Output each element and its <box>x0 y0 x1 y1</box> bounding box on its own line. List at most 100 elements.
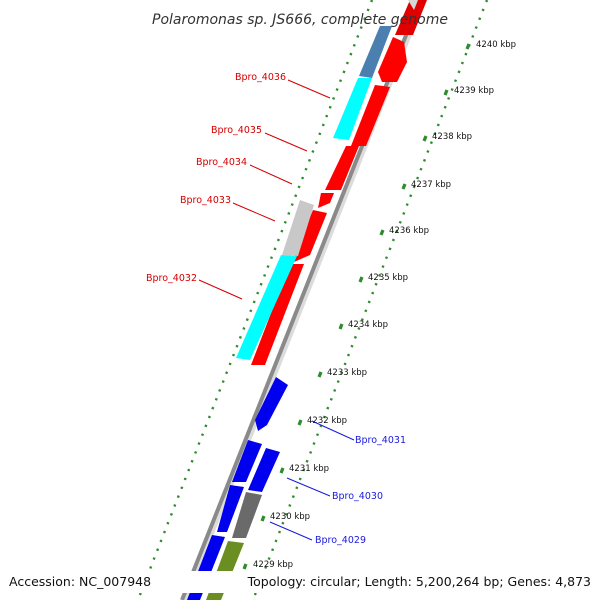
scale-dot <box>294 194 298 198</box>
scale-dot <box>328 105 332 109</box>
kbp-label: 4237 kbp <box>411 180 451 190</box>
scale-dot <box>190 459 194 463</box>
gene-arrow-4035[interactable] <box>378 37 407 82</box>
scale-dot <box>485 0 489 3</box>
scale-dot <box>374 282 378 286</box>
scale-dot <box>388 247 392 251</box>
scale-dot <box>252 300 256 304</box>
gene-arrow-4033a[interactable] <box>325 146 359 190</box>
scale-dot <box>343 362 347 366</box>
scale-dot <box>350 344 354 348</box>
scale-dot <box>381 265 385 269</box>
major-tick <box>338 323 344 330</box>
gene-arrow-4034[interactable] <box>351 85 390 146</box>
scale-dot <box>478 17 482 21</box>
scale-dot <box>419 167 423 171</box>
scale-dot <box>315 433 320 437</box>
gene-label-bpro-4032[interactable]: Bpro_4032 <box>146 273 197 284</box>
scale-dot <box>242 327 246 330</box>
major-tick <box>465 43 471 50</box>
kbp-label: 4234 kbp <box>348 320 388 330</box>
scale-dot <box>416 176 420 180</box>
major-tick <box>297 419 303 426</box>
gene-label-bpro-4029[interactable]: Bpro_4029 <box>315 535 366 546</box>
scale-dot <box>481 8 485 12</box>
gene-arrow-top[interactable] <box>408 0 418 10</box>
scale-dot <box>149 565 153 569</box>
major-tick <box>401 183 407 190</box>
footer-background <box>0 571 600 593</box>
scale-dot <box>273 247 277 251</box>
scale-dot <box>436 123 440 127</box>
scale-dot <box>433 132 437 136</box>
gene-arrow-blue-4031[interactable] <box>255 377 288 431</box>
gene-arrow-cyan-4032[interactable] <box>236 255 297 360</box>
gene-label-bpro-4035[interactable]: Bpro_4035 <box>211 125 262 136</box>
gene-arrow-cyan-4035[interactable] <box>333 78 372 140</box>
scale-dot <box>402 211 406 215</box>
gene-arrow-4032a[interactable] <box>294 210 327 262</box>
scale-dot <box>245 318 249 322</box>
scale-dot <box>183 477 187 481</box>
scale-dot <box>235 344 239 348</box>
gene-arrow-blue-b[interactable] <box>217 485 244 532</box>
scale-dot <box>342 70 346 74</box>
scale-dot <box>214 397 218 401</box>
scale-dot <box>345 61 349 65</box>
kbp-label: 4240 kbp <box>476 40 516 50</box>
gene-label-bpro-4030[interactable]: Bpro_4030 <box>332 491 383 502</box>
scale-dot <box>370 0 374 3</box>
scale-dot <box>318 132 322 136</box>
scale-dot <box>356 34 360 38</box>
scale-dot <box>340 371 344 375</box>
scale-dot <box>280 229 284 233</box>
scale-dot <box>326 406 330 410</box>
scale-dot <box>321 123 325 127</box>
scale-dot <box>284 512 288 516</box>
scale-dot <box>364 309 368 313</box>
topology-text: Topology: circular; Length: 5,200,264 bp… <box>247 574 591 589</box>
scale-dot <box>305 459 309 463</box>
scale-dot <box>384 256 389 260</box>
scale-dot <box>367 300 371 304</box>
scale-dot <box>409 194 413 198</box>
gene-label-bpro-4033[interactable]: Bpro_4033 <box>180 195 231 206</box>
major-tick <box>279 467 285 474</box>
kbp-label: 4236 kbp <box>389 226 429 236</box>
scale-dot <box>269 256 274 260</box>
scale-dot <box>297 185 301 189</box>
scale-dot <box>322 415 326 419</box>
scale-dot <box>290 203 294 207</box>
gene-arrow-4033b[interactable] <box>318 193 334 208</box>
gene-arrow-4036[interactable] <box>395 0 427 35</box>
accession-text: Accession: NC_007948 <box>9 574 151 589</box>
scale-dot <box>253 592 257 596</box>
gene-arrow-steel[interactable] <box>359 26 392 78</box>
gene-label-bpro-4034[interactable]: Bpro_4034 <box>196 157 247 168</box>
scale-dot <box>311 150 315 153</box>
major-tick <box>443 89 449 96</box>
scale-dot <box>267 557 271 561</box>
scale-dot <box>453 79 458 83</box>
scale-dot <box>138 592 142 596</box>
gene-arrow-4032b[interactable] <box>251 264 304 365</box>
scale-dot <box>378 273 382 277</box>
scale-dot <box>298 477 302 481</box>
gene-label-bpro-4031[interactable]: Bpro_4031 <box>355 435 406 446</box>
scale-dot <box>166 521 170 525</box>
gene-label-bpro-4036[interactable]: Bpro_4036 <box>235 72 286 83</box>
gene-arrow-gray-4033[interactable] <box>282 200 314 256</box>
scale-dot <box>194 450 198 454</box>
scale-dot <box>302 468 306 472</box>
kbp-label: 4235 kbp <box>368 273 408 283</box>
gene-arrow-darkgray-4029[interactable] <box>232 492 262 538</box>
scale-dot <box>359 26 363 30</box>
gene-arrow-blue-a[interactable] <box>232 440 262 482</box>
scale-dot <box>353 335 357 339</box>
scale-dot <box>405 203 409 207</box>
scale-dot <box>304 167 308 171</box>
forward-strand-genes <box>251 0 427 365</box>
scale-dot <box>422 158 427 162</box>
gene-arrow-blue-4030[interactable] <box>248 448 280 492</box>
